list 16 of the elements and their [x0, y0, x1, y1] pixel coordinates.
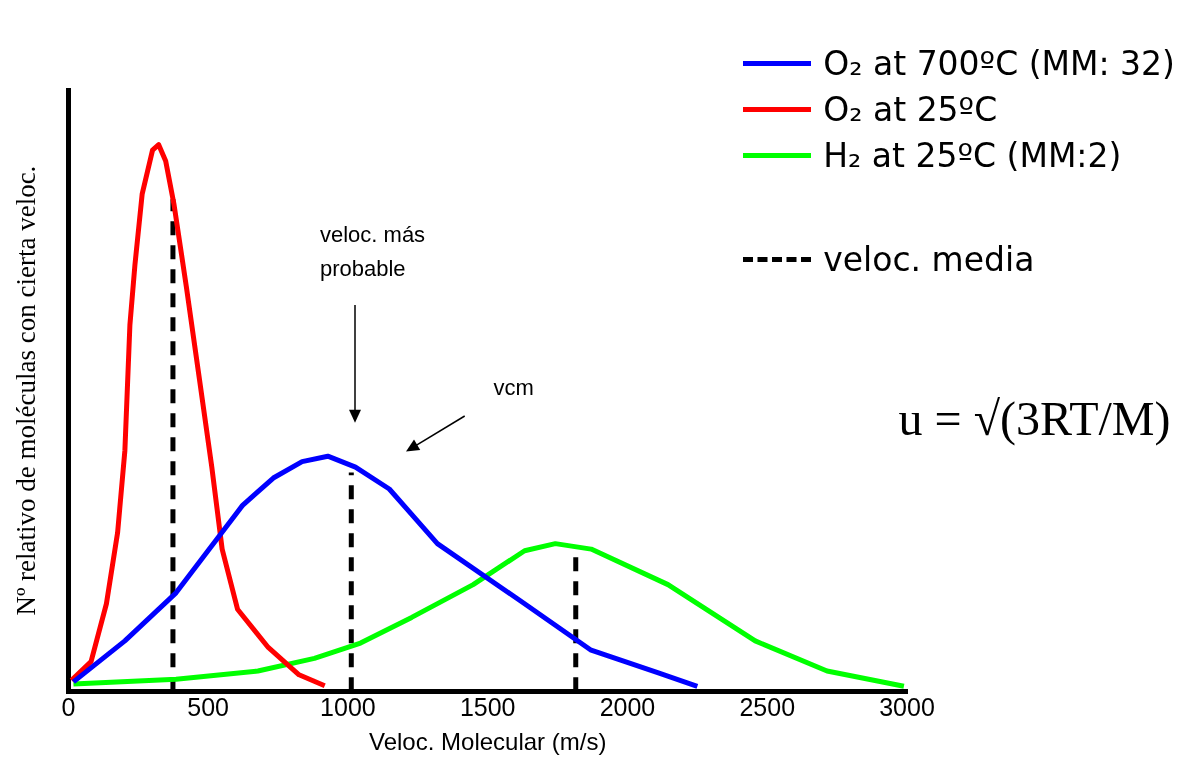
x-tick-label: 1000 — [320, 693, 376, 722]
x-tick-label: 500 — [187, 693, 230, 722]
x-axis-title: Veloc. Molecular (m/s) — [369, 728, 607, 756]
legend-label: veloc. media — [823, 239, 1035, 279]
x-tick-label: 3000 — [879, 693, 935, 722]
annotation: veloc. más probable — [319, 221, 427, 284]
y-axis-title: Nº relativo de moléculas con cierta veloc. — [11, 165, 42, 616]
annotation: vcm — [493, 374, 534, 401]
legend-label: H₂ at 25ºC (MM:2) — [823, 135, 1122, 175]
x-tick-label: 2000 — [599, 693, 656, 722]
x-tick-label: 0 — [61, 693, 76, 722]
annotation: u = √(3RT/M) — [898, 390, 1171, 446]
legend-label: O₂ at 25ºC — [823, 89, 998, 129]
legend-label: O₂ at 700ºC (MM: 32) — [823, 43, 1175, 83]
x-tick-label: 1500 — [459, 693, 516, 722]
x-tick-label: 2500 — [739, 693, 796, 722]
